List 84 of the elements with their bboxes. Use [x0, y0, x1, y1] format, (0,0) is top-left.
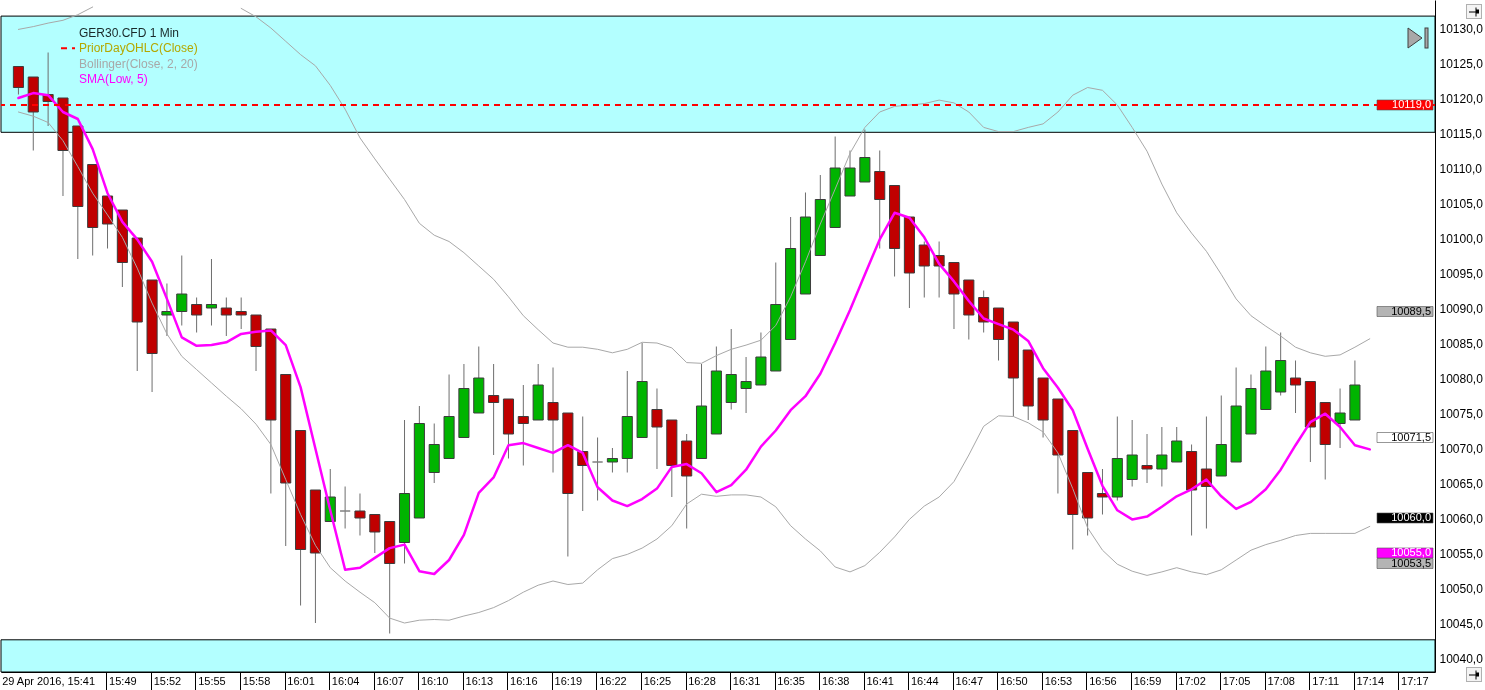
y-tick-label: 10105,0: [1439, 196, 1484, 211]
candlestick: [1334, 388, 1346, 449]
y-tick-label: 10130,0: [1439, 21, 1484, 36]
candlestick: [1096, 468, 1109, 515]
y-tick-label: 10075,0: [1439, 406, 1484, 421]
x-tick-label: 16:25: [643, 674, 672, 687]
candlestick: [592, 437, 604, 501]
x-tick-label: 16:22: [599, 674, 627, 687]
x-tick-label: 16:59: [1133, 674, 1162, 687]
candlestick: [1289, 360, 1302, 414]
candlestick: [1156, 426, 1168, 487]
y-tick-label: 10100,0: [1439, 231, 1484, 246]
candlestick: [161, 283, 173, 337]
x-tick-label: 16:41: [866, 674, 894, 687]
x-tick-label: 15:55: [198, 674, 226, 687]
x-tick-label: 17:11: [1312, 674, 1340, 687]
candlestick: [191, 297, 203, 333]
x-tick-label: 16:38: [821, 674, 850, 687]
x-tick-label: 16:04: [331, 674, 360, 687]
y-tick-label: 10080,0: [1439, 371, 1484, 386]
x-tick-label: 16:10: [420, 674, 449, 687]
legend-label: PriorDayOHLC(Close): [79, 41, 198, 56]
x-tick-label: 15:58: [242, 674, 271, 687]
x-tick-label: 17:17: [1401, 674, 1429, 687]
y-tick-label: 10110,0: [1439, 161, 1483, 176]
y-tick-label: 10090,0: [1439, 301, 1484, 316]
y-tick-label: 10045,0: [1439, 616, 1484, 631]
x-tick-label: 16:53: [1044, 674, 1073, 687]
x-tick-label: 17:02: [1178, 674, 1206, 687]
y-tick-label: 10060,0: [1439, 511, 1484, 526]
candlestick: [517, 384, 529, 466]
x-tick-label: 16:50: [1000, 674, 1028, 687]
x-tick-label: 16:35: [777, 674, 805, 687]
candlestick: [220, 297, 232, 337]
x-tick-label: 16:19: [554, 674, 583, 687]
candlestick: [369, 514, 381, 554]
x-tick-label: 16:28: [688, 674, 716, 687]
candlestick: [205, 258, 218, 326]
candlestick: [606, 447, 618, 473]
text: Bollinger(Close, 2, 20): [79, 56, 198, 71]
candlestick: [918, 241, 930, 298]
x-tick-label: 16:16: [510, 674, 538, 687]
x-tick-label: 16:56: [1089, 674, 1117, 687]
text: GER30.CFD 1 Min: [79, 26, 180, 40]
y-tick-label: 10125,0: [1439, 56, 1484, 71]
x-tick-label: 17:08: [1267, 674, 1295, 687]
x-tick-label: 16:47: [955, 674, 984, 687]
candlestick: [12, 66, 24, 95]
y-tick-label: 10120,0: [1439, 91, 1484, 106]
y-tick-label: 10070,0: [1439, 441, 1484, 456]
y-tick-label: 10065,0: [1439, 476, 1484, 491]
annotation: 10053,5: [1391, 556, 1431, 569]
candlestick: [488, 363, 500, 456]
x-tick-label: 17:14: [1356, 674, 1385, 687]
y-tick-label: 10115,0: [1439, 126, 1483, 141]
text: SMA(Low, 5): [79, 71, 148, 86]
y-tick-label: 10050,0: [1439, 581, 1484, 596]
x-tick-label: 16:44: [911, 674, 939, 687]
x-tick-label: 29 Apr 2016, 15:41: [2, 674, 96, 687]
candlestick: [339, 486, 351, 529]
y-tick-label: 10085,0: [1439, 336, 1484, 351]
annotation: 10119,0: [1392, 98, 1431, 110]
y-tick-label: 10040,0: [1439, 651, 1484, 666]
x-tick-label: 15:49: [109, 674, 137, 687]
annotation: 10089,5: [1391, 304, 1431, 317]
x-tick-label: 15:52: [153, 674, 182, 687]
candlestick: [1141, 433, 1153, 484]
y-tick-label: 10055,0: [1439, 546, 1484, 561]
x-tick-label: 16:13: [465, 674, 494, 687]
annotation: 10071,5: [1391, 430, 1431, 443]
candlestick: [1171, 426, 1183, 463]
candlestick: [176, 255, 188, 326]
annotation: 10055,0: [1391, 546, 1431, 558]
candlestick: [547, 367, 559, 473]
y-tick-label: 10095,0: [1439, 266, 1484, 281]
candlestick: [235, 297, 247, 330]
x-tick-label: 16:07: [376, 674, 404, 687]
x-tick-label: 17:05: [1222, 674, 1251, 687]
candlestick: [354, 493, 366, 536]
x-tick-label: 16:01: [287, 674, 315, 687]
x-tick-label: 16:31: [732, 674, 761, 687]
candlestick: [651, 388, 663, 470]
annotation: 10060,0: [1391, 511, 1431, 523]
candlestick: [740, 356, 752, 414]
